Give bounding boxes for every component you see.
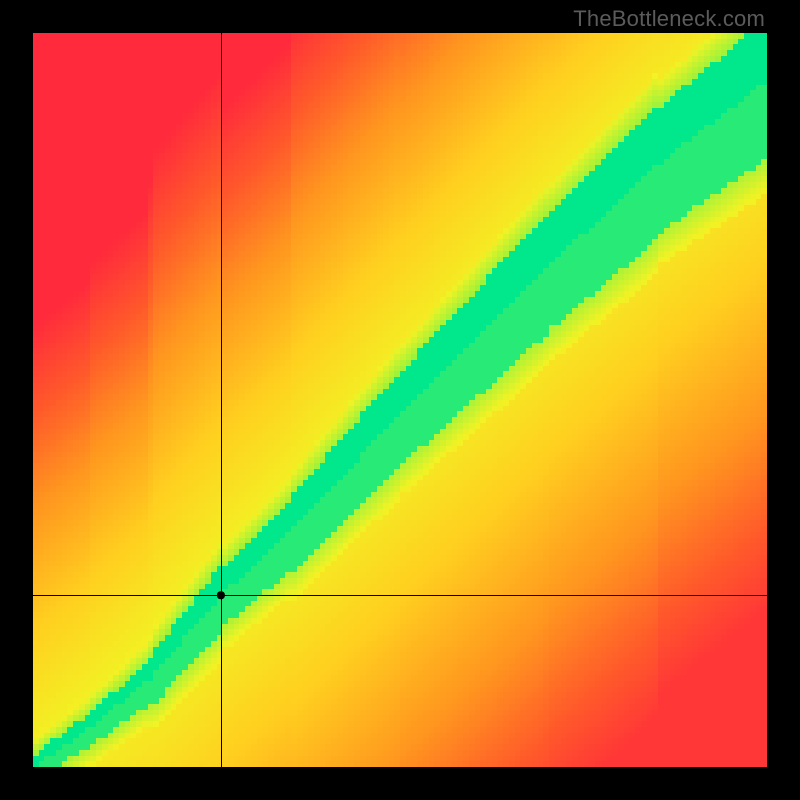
chart-frame: { "watermark": { "text": "TheBottleneck.… — [0, 0, 800, 800]
watermark-text: TheBottleneck.com — [573, 6, 765, 32]
crosshair-overlay — [33, 33, 767, 767]
